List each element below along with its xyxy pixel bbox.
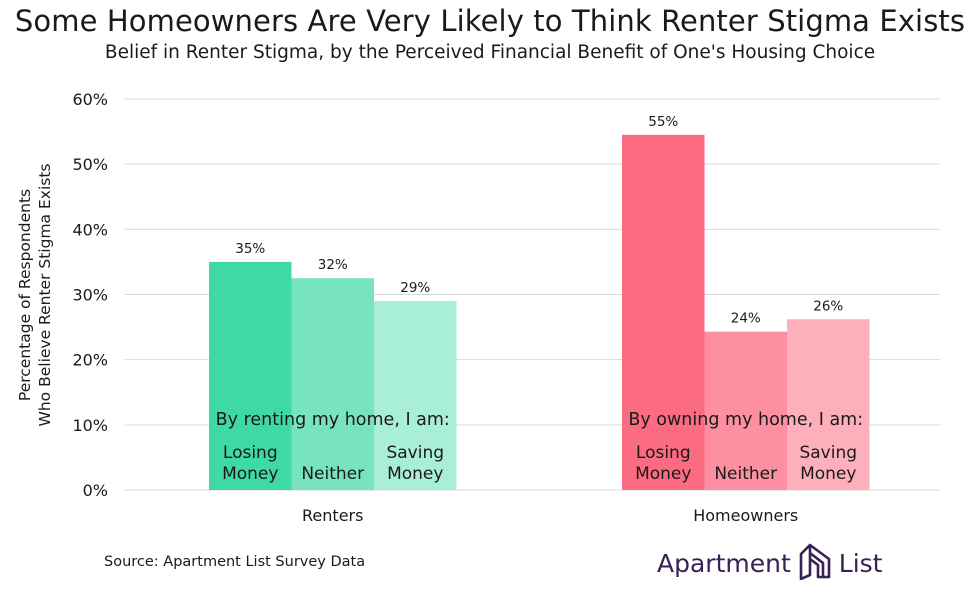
group-header-label: By renting my home, I am: — [216, 410, 450, 430]
y-tick-label: 10% — [72, 416, 108, 435]
x-group-label: Homeowners — [693, 506, 798, 525]
bar-category-label: Money — [635, 464, 691, 484]
bar-category-label: Losing — [223, 443, 278, 463]
y-axis-label-line: Who Believe Renter Stigma Exists — [36, 164, 54, 427]
source-note: Source: Apartment List Survey Data — [104, 554, 366, 570]
y-tick-label: 30% — [72, 286, 108, 305]
y-tick-label: 40% — [72, 220, 108, 239]
y-axis-label-line: Percentage of Respondents — [16, 189, 34, 401]
y-axis-label: Percentage of Respondents Who Believe Ren… — [16, 164, 54, 427]
bar — [622, 134, 705, 490]
bar-category-label: Saving — [799, 443, 857, 463]
bar-value-label: 35% — [235, 241, 265, 257]
chart-title: Some Homeowners Are Very Likely to Think… — [14, 4, 966, 38]
brand-word-list: List — [838, 548, 883, 578]
brand-word-apartment: Apartment — [657, 548, 791, 578]
bar-category-label: Losing — [636, 443, 691, 463]
bar-category-label: Neither — [301, 464, 364, 484]
bar — [291, 278, 374, 490]
bar-category-label: Neither — [714, 464, 777, 484]
group-header-label: By owning my home, I am: — [628, 410, 863, 430]
y-tick-label: 20% — [72, 351, 108, 370]
bar-value-label: 24% — [731, 311, 761, 327]
apartment-list-logo-icon — [798, 542, 832, 584]
bar-value-label: 29% — [400, 280, 430, 296]
bar-category-label: Money — [800, 464, 856, 484]
bar — [209, 261, 292, 490]
bar — [374, 301, 457, 490]
y-tick-label: 0% — [83, 481, 108, 500]
chart-subtitle: Belief in Renter Stigma, by the Perceive… — [104, 42, 876, 63]
bar — [787, 319, 870, 490]
brand-logo: Apartment List — [657, 543, 882, 583]
y-tick-label: 60% — [72, 90, 108, 109]
bar-category-label: Saving — [386, 443, 444, 463]
bar — [704, 331, 787, 490]
bar-category-label: Money — [387, 464, 443, 484]
bar-value-label: 26% — [813, 298, 843, 314]
y-tick-label: 50% — [72, 155, 108, 174]
bar-value-label: 32% — [318, 257, 348, 273]
x-group-label: Renters — [302, 506, 363, 525]
bar-category-label: Money — [222, 464, 278, 484]
bar-value-label: 55% — [648, 114, 678, 130]
